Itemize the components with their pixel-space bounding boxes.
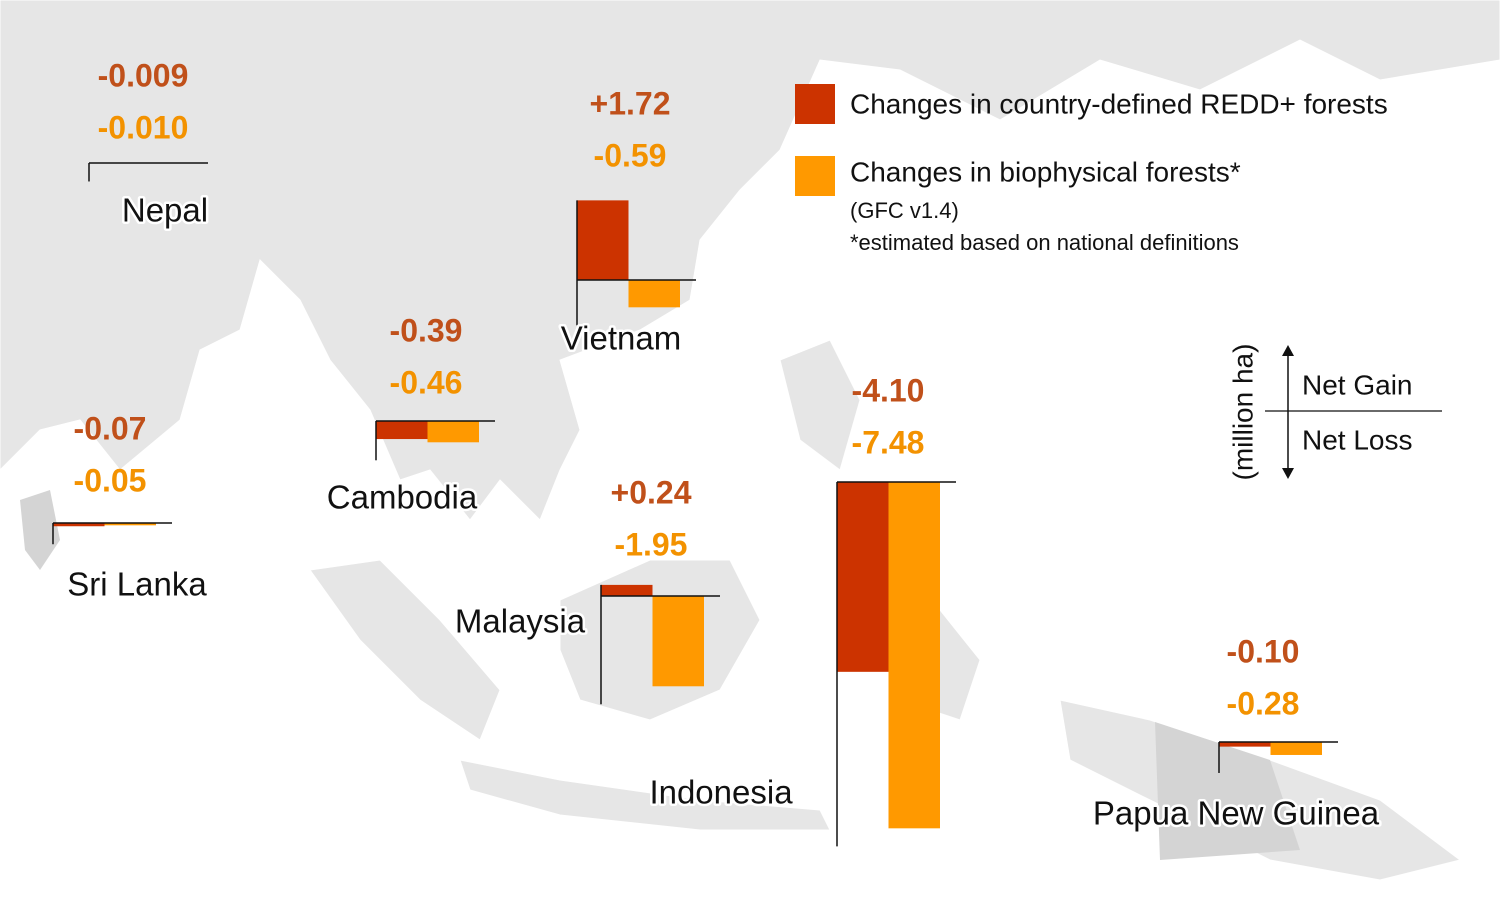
bar bbox=[652, 596, 704, 687]
value-label: -0.46 bbox=[390, 364, 463, 400]
value-label: -0.28 bbox=[1227, 685, 1300, 721]
value-label: +0.24 bbox=[611, 474, 692, 510]
country-name: Vietnam bbox=[561, 320, 681, 357]
bar bbox=[427, 421, 479, 443]
bar bbox=[577, 200, 629, 280]
value-label: +1.72 bbox=[590, 85, 671, 121]
legend-note: *estimated based on national definitions bbox=[850, 230, 1239, 255]
value-label: -0.39 bbox=[390, 312, 463, 348]
country-name: Sri Lanka bbox=[67, 566, 207, 603]
bar bbox=[601, 584, 653, 596]
value-label: -1.95 bbox=[615, 526, 688, 562]
value-label: -0.07 bbox=[74, 410, 147, 446]
bar bbox=[53, 523, 105, 527]
bar bbox=[376, 421, 428, 440]
legend-swatch bbox=[795, 156, 835, 196]
bar bbox=[104, 523, 156, 526]
bar bbox=[1270, 742, 1322, 755]
value-label: -0.010 bbox=[98, 109, 189, 145]
net-gain-label: Net Gain bbox=[1302, 369, 1413, 400]
legend-label: Changes in country-defined REDD+ forests bbox=[850, 88, 1388, 119]
value-label: -0.59 bbox=[594, 137, 667, 173]
bar bbox=[628, 280, 680, 308]
value-label: -0.05 bbox=[74, 462, 147, 498]
legend-label: Changes in biophysical forests* bbox=[850, 156, 1241, 187]
country-name: Cambodia bbox=[327, 479, 478, 516]
bar bbox=[837, 482, 889, 672]
country-name: Nepal bbox=[122, 192, 208, 229]
legend-swatch bbox=[795, 84, 835, 124]
bar bbox=[1219, 742, 1271, 747]
legend-note: (GFC v1.4) bbox=[850, 198, 959, 223]
country-name: Papua New Guinea bbox=[1093, 795, 1380, 832]
direction-key: (million ha) Net Gain Net Loss bbox=[1227, 344, 1442, 481]
country-name: Indonesia bbox=[649, 774, 793, 811]
net-loss-label: Net Loss bbox=[1302, 424, 1413, 455]
country-charts: -0.009 -0.010 Nepal +1.72 -0.59 Vietnam -0.39 -… bbox=[52, 57, 1382, 847]
value-label: -4.10 bbox=[852, 372, 925, 408]
legend: Changes in country-defined REDD+ forests… bbox=[795, 84, 1388, 255]
value-label: -7.48 bbox=[852, 424, 925, 460]
units-label: (million ha) bbox=[1227, 344, 1258, 481]
value-label: -0.009 bbox=[98, 57, 189, 93]
country-name: Malaysia bbox=[455, 603, 586, 640]
bar bbox=[888, 482, 940, 829]
value-label: -0.10 bbox=[1227, 633, 1300, 669]
